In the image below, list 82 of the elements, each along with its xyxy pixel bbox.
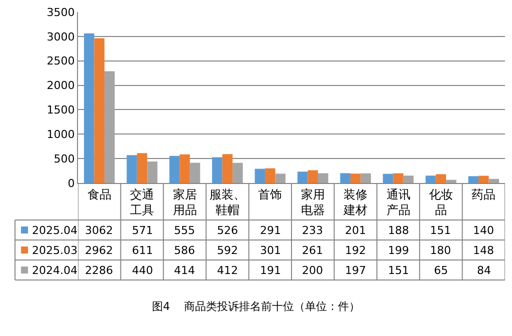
data-label: 197 xyxy=(345,264,366,277)
y-tick-label: 0 xyxy=(68,176,75,190)
x-tick-label: 家用电器 xyxy=(300,187,325,217)
data-label: 2962 xyxy=(85,244,113,257)
x-tick-label: 食品 xyxy=(87,187,112,202)
bar xyxy=(275,174,286,183)
data-label: 233 xyxy=(302,224,323,237)
data-label: 571 xyxy=(132,224,153,237)
bar xyxy=(254,168,266,183)
bar xyxy=(478,176,489,183)
y-tick-label: 3000 xyxy=(46,30,75,44)
bar xyxy=(169,156,180,183)
x-tick-label: 家居用品 xyxy=(172,187,197,217)
data-label: 180 xyxy=(430,244,451,257)
data-label: 586 xyxy=(174,244,195,257)
x-tick-label: 装修建材 xyxy=(342,187,368,217)
bar xyxy=(403,176,414,183)
bar xyxy=(126,155,137,183)
legend-label: 2025.03 xyxy=(32,244,78,257)
legend-label: 2025.04 xyxy=(32,224,78,237)
x-tick-label: 药品 xyxy=(472,187,496,202)
bar xyxy=(436,174,446,183)
x-tick-label: 化妆品 xyxy=(428,187,453,217)
data-label: 3062 xyxy=(85,224,113,237)
y-tick-label: 2000 xyxy=(46,79,75,92)
data-label: 151 xyxy=(430,224,451,237)
data-label: 192 xyxy=(345,244,366,257)
data-label: 200 xyxy=(302,264,323,277)
y-tick-label: 1500 xyxy=(46,104,75,117)
bar xyxy=(340,173,350,183)
y-tick-label: 1000 xyxy=(46,128,75,141)
bar xyxy=(265,168,276,183)
bar xyxy=(468,176,479,183)
bar xyxy=(232,162,243,183)
caption: 图4 商品类投诉排名前十位（单位：件） xyxy=(152,300,360,313)
data-label: 84 xyxy=(477,264,491,277)
data-label: 526 xyxy=(217,224,238,237)
legend-label: 2024.04 xyxy=(32,264,78,277)
bar xyxy=(360,173,371,183)
bar xyxy=(488,178,500,183)
y-tick-label: 3500 xyxy=(46,6,75,19)
bar xyxy=(94,38,104,183)
y-tick-label: 500 xyxy=(54,152,75,166)
data-label: 301 xyxy=(260,244,281,257)
data-label: 2286 xyxy=(85,264,113,277)
bar xyxy=(426,176,436,183)
bar xyxy=(84,33,94,183)
data-label: 414 xyxy=(174,264,195,277)
data-label: 148 xyxy=(473,244,494,257)
bar xyxy=(393,173,404,183)
data-label: 140 xyxy=(473,224,494,237)
bar xyxy=(318,173,328,183)
bar xyxy=(350,174,361,183)
x-tick-label: 首饰 xyxy=(258,187,282,202)
bar xyxy=(446,180,456,183)
bar xyxy=(297,172,308,183)
bar xyxy=(382,174,394,183)
x-tick-label: 交通工具 xyxy=(130,187,154,217)
bar xyxy=(212,157,222,183)
x-tick-label: 通讯产品 xyxy=(386,187,410,217)
data-label: 188 xyxy=(388,224,409,237)
data-label: 191 xyxy=(260,264,281,277)
data-label: 611 xyxy=(132,244,153,257)
bar xyxy=(180,154,190,183)
bar xyxy=(136,153,148,183)
bar xyxy=(147,162,158,183)
bar xyxy=(190,162,200,183)
bar xyxy=(308,170,318,183)
data-label: 201 xyxy=(345,224,366,237)
x-tick-label: 服装、鞋帽 xyxy=(209,187,246,217)
bar xyxy=(222,154,233,183)
data-label: 440 xyxy=(132,264,153,277)
y-tick-label: 2500 xyxy=(46,54,75,68)
bar xyxy=(104,71,115,183)
data-label: 261 xyxy=(302,244,323,257)
data-label: 65 xyxy=(434,264,448,277)
data-label: 592 xyxy=(217,244,238,257)
data-label: 199 xyxy=(388,244,409,257)
data-label: 151 xyxy=(388,264,409,277)
data-label: 291 xyxy=(260,224,281,237)
data-label: 412 xyxy=(217,264,238,277)
data-label: 555 xyxy=(174,224,195,237)
